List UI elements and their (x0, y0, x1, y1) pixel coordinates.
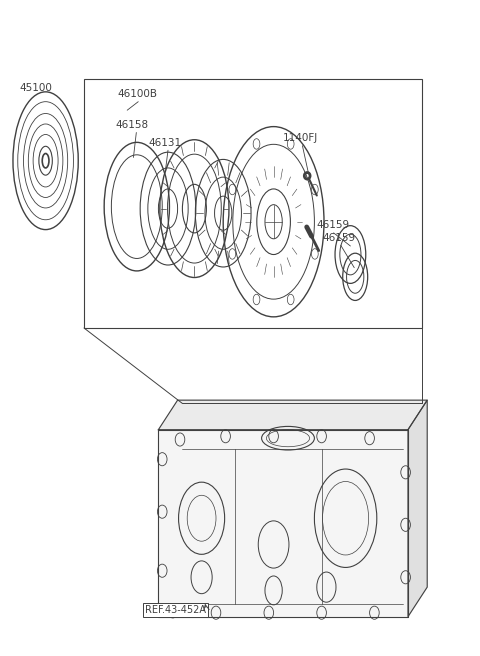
Text: 46158: 46158 (115, 120, 148, 130)
Text: 46131: 46131 (149, 138, 182, 148)
Text: 45100: 45100 (19, 83, 52, 92)
Text: 46159: 46159 (323, 234, 356, 243)
Polygon shape (408, 400, 427, 617)
Text: 1140FJ: 1140FJ (283, 133, 318, 143)
Text: REF.43-452A: REF.43-452A (145, 605, 206, 615)
Polygon shape (158, 400, 427, 430)
Text: 46100B: 46100B (118, 89, 157, 99)
Bar (84, 79, 422, 328)
Polygon shape (158, 430, 408, 617)
Text: 46159: 46159 (317, 220, 350, 230)
